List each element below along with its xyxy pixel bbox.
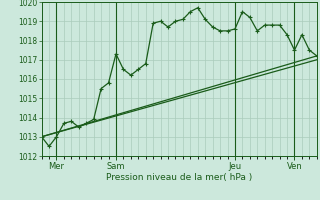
X-axis label: Pression niveau de la mer( hPa ): Pression niveau de la mer( hPa ) (106, 173, 252, 182)
